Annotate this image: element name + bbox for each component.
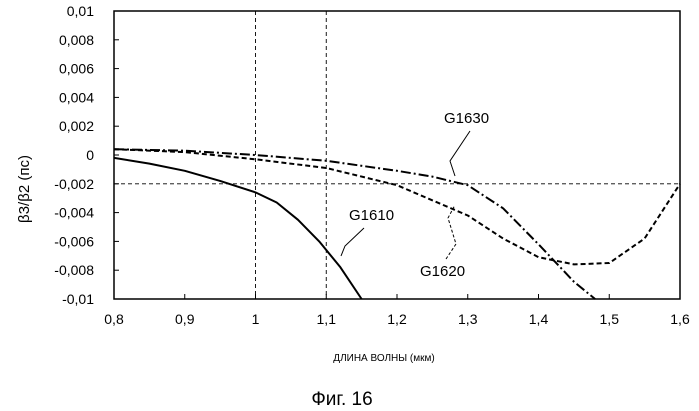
y-tick-label: 0,004 [59,89,94,105]
x-tick-label: 1,3 [458,311,478,327]
y-tick-label: 0,002 [59,118,94,134]
series-group [114,149,680,299]
x-tick-label: 1,6 [670,311,690,327]
x-tick-label: 0,8 [104,311,124,327]
x-tick-label: 1,2 [387,311,407,327]
annotation-leader-g1620 [446,205,456,259]
x-tick-label: 1,1 [317,311,337,327]
y-tick-label: 0,006 [59,61,94,77]
y-tick-label: 0,01 [67,3,94,19]
plot-frame [114,11,680,299]
y-tick-label: 0 [86,147,94,163]
y-tick-label: -0,006 [54,233,94,249]
annotation-label-g1610: G1610 [349,207,394,224]
y-tick-label: -0,004 [54,205,94,221]
plot-border [114,11,680,299]
x-tick-label: 1 [252,311,260,327]
annotation-leader-g1630 [450,131,470,176]
x-tick-label: 0,9 [175,311,195,327]
x-tick-label: 1,5 [600,311,620,327]
tick-labels: 0,8 0,9 1 1,1 1,2 1,3 1,4 1,5 1,6 0,01 0,008 0,006 0… [54,3,690,327]
y-tick-label: -0,002 [54,176,94,192]
annotation-label-g1620: G1620 [420,263,465,280]
series-line-g1620 [114,149,680,264]
y-tick-label: -0,01 [62,291,94,307]
annotation-label-g1630: G1630 [444,110,489,127]
reference-lines [114,11,680,299]
y-tick-label: 0,008 [59,32,94,48]
series-line-g1610 [114,158,362,299]
figure-caption: Фиг. 16 [311,389,372,410]
annotations: G1630 G1610 G1620 [341,110,489,280]
x-tick-label: 1,4 [529,311,549,327]
annotation-leader-g1610 [341,228,364,256]
y-tick-label: -0,008 [54,262,94,278]
y-axis-label: β3/β2 (пс) [16,155,33,223]
x-axis-label: ДЛИНА ВОЛНЫ (мкм) [333,353,434,364]
